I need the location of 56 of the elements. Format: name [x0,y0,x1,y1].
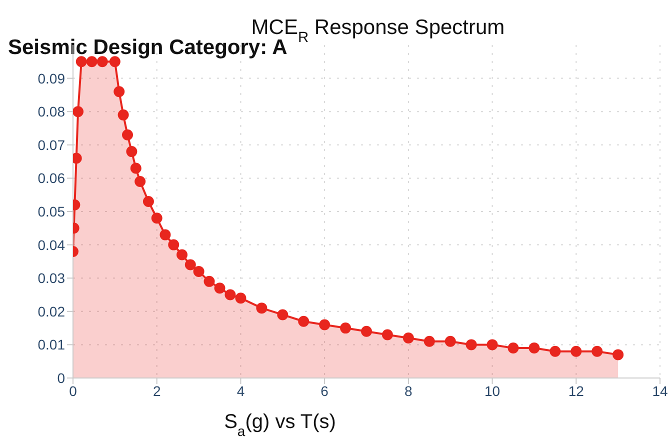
point [176,249,188,260]
x-tick-label: 8 [404,382,413,399]
x-tick-label: 0 [69,382,78,399]
point [184,259,196,270]
point [193,266,204,277]
y-tick-label: 0.02 [38,303,66,320]
point [204,276,215,287]
point [528,342,540,354]
point [402,332,414,344]
y-tick-label: 0 [57,370,66,386]
point [134,176,146,188]
x-tick-label: 10 [484,382,500,399]
x-tick-label: 12 [568,382,584,399]
point [256,302,268,314]
point [340,322,352,334]
point [224,289,236,300]
y-tick-label: 0.06 [38,170,66,186]
point [126,146,138,158]
point [486,339,498,350]
x-tick-label: 6 [320,382,329,399]
point [550,346,561,357]
point [151,212,162,224]
y-tick-label: 0.03 [38,270,66,286]
point [73,106,84,118]
x-tick-label: 14 [652,382,668,399]
point [235,292,246,304]
point [114,86,125,98]
y-tick-label: 0.08 [38,104,66,120]
point [444,336,456,347]
point [122,129,134,140]
point [466,339,477,350]
point [214,282,226,294]
point [118,109,129,120]
point [382,329,393,340]
point [508,342,519,354]
y-tick-label: 0.07 [38,136,66,153]
point [160,229,171,240]
x-axis-title: S$_{a}$(g) vs T(s) [224,411,336,438]
point [319,319,330,330]
point [424,336,435,347]
point [142,196,154,208]
point [130,162,142,174]
x-tick-label: 2 [152,382,161,399]
y-tick-label: 0.09 [38,70,66,86]
y-tick-label: 0.01 [38,336,66,353]
point [277,309,288,320]
point [570,346,582,357]
point [168,239,180,250]
y-tick-label: 0.05 [38,203,66,220]
x-tick-label: 4 [236,382,245,399]
point [361,326,372,337]
point [592,346,603,357]
point [76,56,87,68]
point [612,349,624,360]
y-tick-label: 0.04 [38,236,66,253]
point [298,316,310,327]
